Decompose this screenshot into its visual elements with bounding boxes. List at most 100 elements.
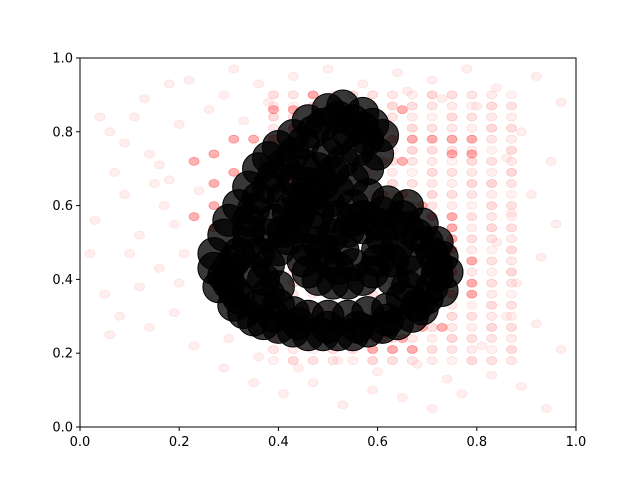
faint-grid-point: [486, 179, 498, 188]
faint-scatter-point: [178, 249, 190, 258]
faint-scatter-point: [163, 175, 175, 185]
faint-scatter-point: [476, 341, 488, 351]
faint-grid-point: [466, 223, 478, 233]
faint-grid-point: [506, 145, 517, 155]
faint-grid-point: [486, 234, 498, 244]
faint-scatter-point: [153, 263, 165, 273]
faint-grid-point: [387, 356, 398, 365]
faint-grid-point: [387, 112, 398, 122]
faint-grid-point: [486, 212, 498, 222]
faint-grid-point: [406, 156, 418, 166]
faint-grid-point: [287, 90, 299, 100]
faint-grid-point: [506, 234, 517, 244]
faint-scatter-point: [114, 311, 126, 321]
faint-scatter-point: [337, 400, 349, 410]
dark-point: [306, 233, 340, 267]
faint-grid-point: [426, 134, 438, 144]
faint-scatter-point: [525, 190, 537, 199]
faint-grid-point: [506, 334, 517, 343]
faint-grid-point: [466, 167, 478, 177]
faint-grid-point: [506, 212, 517, 222]
y-axis: 0.0 0.2 0.4 0.6 0.8 1.0: [52, 52, 80, 436]
faint-grid-point: [486, 112, 498, 122]
faint-grid-point: [406, 356, 418, 365]
faint-grid-point: [506, 311, 517, 321]
x-tick-label: 0.4: [268, 435, 289, 450]
faint-grid-point: [486, 322, 498, 332]
faint-grid-point: [446, 334, 458, 343]
faint-grid-point: [466, 278, 478, 288]
faint-grid-point: [506, 223, 517, 233]
faint-scatter-point: [173, 278, 185, 288]
faint-scatter-point: [158, 201, 170, 211]
faint-grid-point: [446, 322, 458, 332]
faint-grid-point: [387, 101, 398, 111]
faint-scatter-point: [94, 112, 106, 122]
faint-scatter-point: [84, 249, 96, 258]
faint-grid-point: [466, 300, 478, 310]
faint-grid-point: [466, 90, 478, 100]
faint-scatter-point: [218, 90, 230, 100]
faint-grid-point: [506, 322, 517, 332]
faint-grid-point: [287, 356, 299, 365]
faint-scatter-point: [501, 153, 512, 163]
y-tick-label: 0.2: [52, 347, 73, 362]
faint-grid-point: [506, 256, 517, 266]
faint-grid-point: [486, 278, 498, 288]
faint-grid-point: [426, 345, 438, 354]
faint-grid-point: [486, 345, 498, 354]
faint-grid-point: [506, 112, 517, 122]
faint-scatter-point: [426, 75, 438, 85]
dark-point: [400, 288, 434, 322]
faint-grid-point: [486, 300, 498, 310]
faint-grid-point: [466, 145, 478, 155]
faint-grid-point: [506, 90, 517, 100]
x-tick-label: 0.0: [70, 435, 91, 450]
faint-grid-point: [466, 311, 478, 321]
faint-scatter-point: [173, 120, 185, 129]
dark-point: [341, 310, 375, 344]
faint-grid-point: [466, 212, 478, 222]
faint-grid-point: [426, 145, 438, 155]
faint-grid-point: [506, 345, 517, 354]
faint-scatter-point: [545, 156, 557, 166]
x-tick-label: 0.8: [466, 435, 487, 450]
faint-grid-point: [466, 245, 478, 255]
faint-scatter-point: [401, 86, 413, 96]
faint-grid-point: [466, 201, 478, 211]
x-tick-label: 0.6: [367, 435, 388, 450]
faint-scatter-point: [253, 352, 264, 362]
faint-scatter-point: [372, 367, 384, 377]
faint-grid-point: [466, 101, 478, 111]
faint-scatter-point: [516, 127, 527, 137]
faint-scatter-point: [511, 278, 522, 288]
y-tick-label: 0.0: [52, 421, 73, 436]
faint-scatter-point: [441, 374, 453, 384]
faint-strong-point: [208, 201, 220, 211]
faint-scatter-point: [168, 308, 180, 318]
faint-grid-point: [466, 134, 478, 144]
faint-scatter-point: [471, 101, 483, 111]
faint-scatter-point: [89, 215, 101, 225]
faint-grid-point: [426, 101, 438, 111]
faint-grid-point: [506, 278, 517, 288]
faint-scatter-point: [203, 105, 215, 115]
faint-grid-point: [486, 311, 498, 321]
faint-grid-point: [446, 190, 458, 199]
faint-scatter-point: [332, 356, 344, 365]
faint-grid-point: [466, 356, 478, 365]
faint-grid-point: [268, 345, 279, 354]
faint-grid-point: [268, 90, 279, 100]
faint-grid-point: [506, 190, 517, 199]
faint-scatter-point: [501, 311, 512, 321]
faint-scatter-point: [163, 79, 175, 89]
faint-grid-point: [446, 134, 458, 144]
faint-scatter-point: [436, 94, 448, 103]
y-tick-label: 0.8: [52, 125, 73, 140]
faint-strong-point: [188, 156, 200, 166]
faint-scatter-point: [168, 219, 180, 229]
faint-grid-point: [446, 145, 458, 155]
faint-grid-point: [406, 101, 418, 111]
faint-scatter-point: [218, 363, 230, 373]
